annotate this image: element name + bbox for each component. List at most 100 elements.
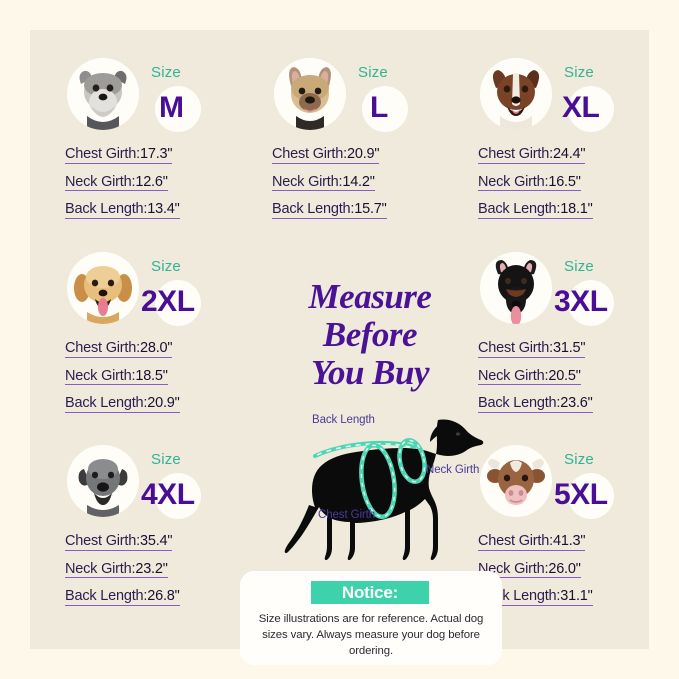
chest-girth-label: Chest Girth: <box>478 533 553 549</box>
chest-girth-value: 28.0" <box>139 340 173 356</box>
notice-body: Size illustrations are for reference. Ac… <box>258 613 484 657</box>
chest-girth-line: Chest Girth:17.3" <box>65 146 173 164</box>
size-badge-disc <box>155 280 201 326</box>
back-length-value: 13.4" <box>147 201 180 217</box>
neck-girth-label: Neck Girth: <box>65 560 136 577</box>
chest-girth-value: 20.9" <box>346 146 380 162</box>
size-value: 5XL <box>554 478 608 511</box>
measurements: Chest Girth:17.3" Neck Girth:12.6" Back … <box>65 146 265 229</box>
neck-girth-label: Neck Girth: <box>65 173 136 190</box>
chest-girth-label: Chest Girth: <box>478 146 553 162</box>
back-length-label: Back Length: <box>478 395 561 411</box>
notice-title: Notice: <box>341 583 399 602</box>
size-card-5xl: Size 5XL Chest Girth:41.3" Neck Girth:26… <box>478 445 678 625</box>
neck-girth-line: Neck Girth:16.5" <box>478 173 581 191</box>
card-header: Size XL <box>478 58 678 150</box>
golden-retriever-photo-icon <box>67 252 139 324</box>
card-header: Size 4XL <box>65 445 265 537</box>
page-title-line-1: Measure <box>308 277 432 316</box>
neck-girth-label: Neck Girth: <box>272 173 343 190</box>
back-length-value: 23.6" <box>560 395 593 411</box>
neck-girth-label: Neck Girth: <box>478 173 549 190</box>
chest-girth-line: Chest Girth:24.4" <box>478 146 586 164</box>
card-header: Size M <box>65 58 265 150</box>
size-badge: L <box>354 84 454 134</box>
neck-girth-label: Neck Girth: <box>478 367 549 384</box>
chest-girth-line: Chest Girth:31.5" <box>478 340 586 358</box>
schnauzer-dog-photo-icon <box>67 58 139 130</box>
size-card-4xl: Size 4XL Chest Girth:35.4" Neck Girth:23… <box>65 445 265 625</box>
size-badge-disc <box>155 473 201 519</box>
back-length-label: Back Length: <box>65 201 148 217</box>
size-badge: 4XL <box>141 471 247 521</box>
neck-girth-line: Neck Girth:14.2" <box>272 173 375 191</box>
size-label: Size <box>564 64 594 81</box>
chest-girth-label: Chest Girth: <box>478 340 553 356</box>
chest-girth-label: Chest Girth: <box>65 340 140 356</box>
neck-girth-label: Neck Girth: <box>478 560 549 577</box>
chest-girth-line: Chest Girth:41.3" <box>478 533 586 551</box>
back-length-label: Back Length: <box>272 201 355 217</box>
chest-girth-value: 35.4" <box>139 533 173 549</box>
page-title: Measure Before You Buy <box>260 278 480 392</box>
doberman-photo-icon <box>480 252 552 324</box>
chest-girth-line: Chest Girth:35.4" <box>65 533 173 551</box>
cow-photo-icon <box>480 445 552 517</box>
measurements: Chest Girth:35.4" Neck Girth:23.2" Back … <box>65 533 265 616</box>
size-value: 4XL <box>141 478 195 511</box>
back-length-value: 26.8" <box>147 588 180 604</box>
neck-girth-line: Neck Girth:18.5" <box>65 367 168 385</box>
chest-girth-value: 41.3" <box>552 533 586 549</box>
size-label: Size <box>151 64 181 81</box>
neck-girth-line: Neck Girth:20.5" <box>478 367 581 385</box>
back-length-value: 15.7" <box>354 201 387 217</box>
neck-girth-line: Neck Girth:26.0" <box>478 560 581 578</box>
measurements: Chest Girth:20.9" Neck Girth:14.2" Back … <box>272 146 472 229</box>
back-length-diagram-label: Back Length <box>312 414 375 426</box>
back-length-value: 20.9" <box>147 395 180 411</box>
chest-girth-label: Chest Girth: <box>272 146 347 162</box>
neck-girth-value: 12.6" <box>135 173 168 190</box>
size-badge: M <box>147 84 247 134</box>
size-label: Size <box>151 451 181 468</box>
border-collie-photo-icon <box>480 58 552 130</box>
size-card-l: Size L Chest Girth:20.9" Neck Girth:14.2… <box>272 58 472 238</box>
card-header: Size 3XL <box>478 252 678 344</box>
size-label: Size <box>564 258 594 275</box>
chest-girth-value: 17.3" <box>139 146 173 162</box>
size-badge-disc <box>155 86 201 132</box>
back-length-value: 31.1" <box>560 588 593 604</box>
back-length-label: Back Length: <box>478 201 561 217</box>
chest-girth-label: Chest Girth: <box>65 146 140 162</box>
back-length-line: Back Length:18.1" <box>478 202 593 219</box>
chest-girth-line: Chest Girth:20.9" <box>272 146 380 164</box>
measurements: Chest Girth:31.5" Neck Girth:20.5" Back … <box>478 340 678 423</box>
neck-girth-value: 14.2" <box>342 173 375 190</box>
size-label: Size <box>358 64 388 81</box>
great-dane-photo-icon <box>67 445 139 517</box>
chest-girth-value: 24.4" <box>552 146 586 162</box>
back-length-line: Back Length:13.4" <box>65 202 180 219</box>
neck-girth-value: 16.5" <box>548 173 581 190</box>
page-title-line-3: You Buy <box>310 353 430 392</box>
size-card-3xl: Size 3XL Chest Girth:31.5" Neck Girth:20… <box>478 252 678 432</box>
back-length-line: Back Length:26.8" <box>65 589 180 606</box>
back-length-label: Back Length: <box>65 395 148 411</box>
neck-girth-value: 23.2" <box>135 560 168 577</box>
neck-girth-value: 18.5" <box>135 367 168 384</box>
dog-side-silhouette-icon: Back Length Neck Girth Chest Girth <box>262 406 502 571</box>
back-length-line: Back Length:20.9" <box>65 396 180 413</box>
page-title-line-2: Before <box>322 315 418 354</box>
size-label: Size <box>564 451 594 468</box>
notice-box: Notice: Size illustrations are for refer… <box>240 571 502 665</box>
chest-girth-value: 31.5" <box>552 340 586 356</box>
size-badge-disc <box>568 473 614 519</box>
measurements: Chest Girth:24.4" Neck Girth:16.5" Back … <box>478 146 678 229</box>
size-label: Size <box>151 258 181 275</box>
neck-girth-line: Neck Girth:23.2" <box>65 560 168 578</box>
neck-girth-value: 20.5" <box>548 367 581 384</box>
back-length-line: Back Length:15.7" <box>272 202 387 219</box>
size-badge-disc <box>568 280 614 326</box>
size-value: 2XL <box>141 285 195 318</box>
